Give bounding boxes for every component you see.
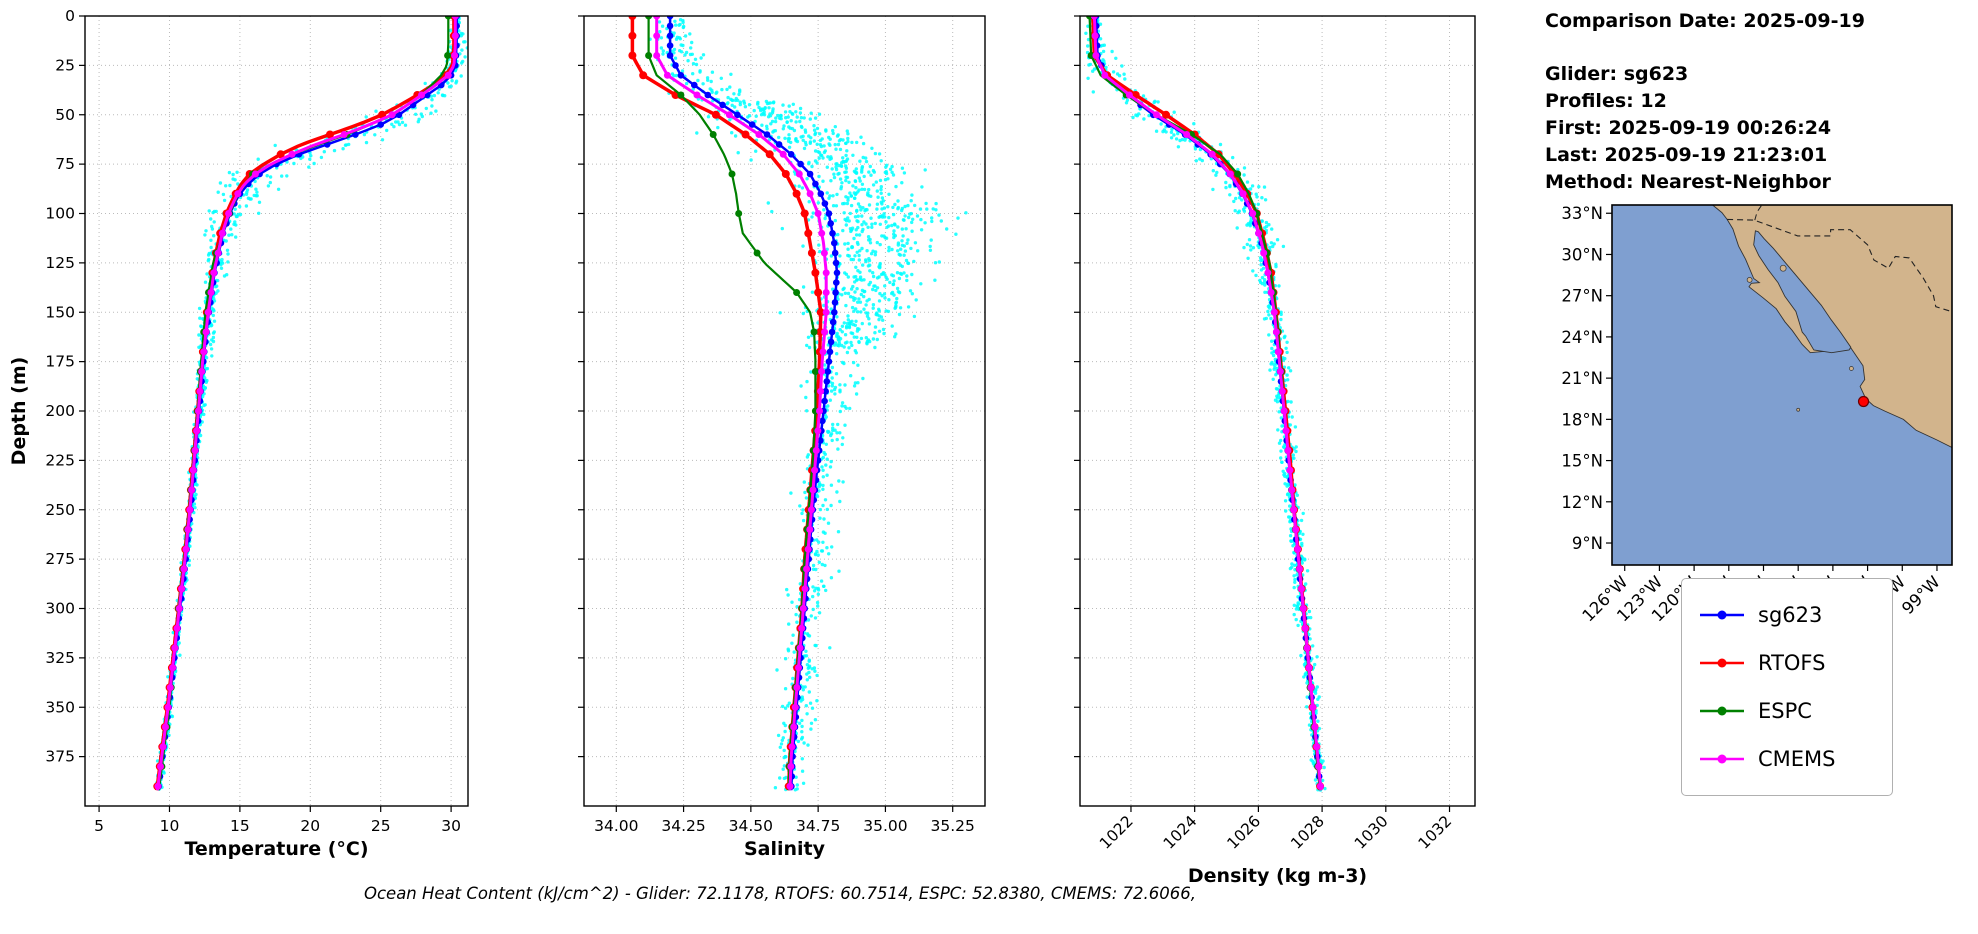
svg-text:35.00: 35.00 — [863, 817, 907, 835]
svg-text:34.75: 34.75 — [796, 817, 840, 835]
map-border-line — [1727, 218, 1952, 313]
svg-text:175: 175 — [45, 353, 75, 371]
legend-label: RTOFS — [1758, 651, 1826, 675]
svg-text:150: 150 — [45, 303, 75, 321]
salinity-line-RTOFS — [630, 16, 823, 791]
svg-text:50: 50 — [55, 106, 75, 124]
legend-item-cmems: CMEMS — [1698, 735, 1876, 783]
salinity-xlabel: Salinity — [744, 838, 826, 860]
svg-text:15°N: 15°N — [1561, 452, 1603, 471]
svg-text:25: 25 — [55, 56, 75, 74]
density-data-area — [1084, 16, 1327, 792]
svg-text:99°W: 99°W — [1898, 572, 1944, 618]
method-text: Method: Nearest-Neighbor — [1545, 171, 1831, 193]
legend-marker-cmems — [1700, 754, 1744, 764]
svg-text:12°N: 12°N — [1561, 493, 1603, 512]
legend-item-rtofs: RTOFS — [1698, 639, 1876, 687]
legend-marker-rtofs — [1700, 658, 1744, 668]
svg-text:1024: 1024 — [1160, 812, 1201, 853]
legend-item-espc: ESPC — [1698, 687, 1876, 735]
plot-temperature: 5 10 15 20 25 3002550751001251501752002252502… — [8, 7, 469, 860]
legend-marker-espc — [1700, 706, 1744, 716]
plot-density: 1022 1024 1026 1028 1030 1032 Density (kg m-3) — [1074, 15, 1476, 887]
svg-text:250: 250 — [45, 501, 75, 519]
density-line-RTOFS — [1090, 16, 1323, 791]
svg-text:30: 30 — [441, 817, 461, 835]
profiles-count-text: Profiles: 12 — [1545, 90, 1667, 112]
density-xlabel: Density (kg m-3) — [1188, 865, 1367, 887]
comparison-date-text: Comparison Date: 2025-09-19 — [1545, 10, 1865, 32]
svg-text:275: 275 — [45, 550, 75, 568]
location-map: 9°N12°N15°N18°N21°N24°N27°N30°N33°N126°W… — [1561, 204, 1953, 625]
glider-name-text: Glider: sg623 — [1545, 63, 1689, 85]
svg-text:18°N: 18°N — [1561, 410, 1603, 429]
legend-label: ESPC — [1758, 699, 1812, 723]
last-profile-text: Last: 2025-09-19 21:23:01 — [1545, 144, 1828, 166]
temperature-data-area — [153, 16, 468, 791]
svg-text:34.50: 34.50 — [729, 817, 773, 835]
legend-label: CMEMS — [1758, 747, 1836, 771]
temperature-xlabel: Temperature (°C) — [184, 838, 368, 860]
info-block: Comparison Date: 2025-09-19 Glider: sg62… — [1545, 8, 1865, 196]
svg-text:1026: 1026 — [1224, 812, 1265, 853]
svg-text:300: 300 — [45, 600, 75, 618]
salinity-line-CMEMS — [655, 16, 828, 791]
plot-salinity: 34.00 34.25 34.50 34.75 35.00 35.25 Salinity — [578, 15, 986, 860]
svg-text:34.25: 34.25 — [661, 817, 705, 835]
svg-text:10: 10 — [160, 817, 180, 835]
svg-text:34.00: 34.00 — [594, 817, 638, 835]
svg-text:33°N: 33°N — [1561, 204, 1603, 223]
ocean-heat-content-caption: Ocean Heat Content (kJ/cm^2) - Glider: 7… — [363, 884, 1197, 903]
svg-text:0: 0 — [65, 7, 75, 25]
map-gulf-of-california — [1753, 230, 1852, 354]
svg-text:375: 375 — [45, 748, 75, 766]
depth-axis-label: Depth (m) — [8, 357, 30, 466]
svg-text:1022: 1022 — [1096, 812, 1137, 853]
svg-text:125: 125 — [45, 254, 75, 272]
density-line-CMEMS — [1092, 16, 1323, 791]
info-gap — [1545, 35, 1865, 61]
svg-text:9°N: 9°N — [1572, 534, 1603, 553]
salinity-data-area — [628, 16, 968, 792]
svg-text:200: 200 — [45, 402, 75, 420]
svg-text:25: 25 — [371, 817, 391, 835]
legend-item-sg623: sg623 — [1698, 591, 1876, 639]
svg-text:1028: 1028 — [1287, 812, 1328, 853]
svg-text:24°N: 24°N — [1561, 328, 1603, 347]
svg-text:27°N: 27°N — [1561, 287, 1603, 306]
svg-text:20: 20 — [300, 817, 320, 835]
svg-text:35.25: 35.25 — [931, 817, 975, 835]
svg-text:1032: 1032 — [1415, 812, 1456, 853]
svg-text:225: 225 — [45, 451, 75, 469]
glider-position-marker — [1857, 395, 1870, 408]
legend-marker-sg623 — [1700, 610, 1744, 620]
temperature-line-CMEMS — [156, 16, 457, 791]
svg-text:30°N: 30°N — [1561, 245, 1603, 264]
svg-text:100: 100 — [45, 205, 75, 223]
first-profile-text: First: 2025-09-19 00:26:24 — [1545, 117, 1832, 139]
svg-text:21°N: 21°N — [1561, 369, 1603, 388]
svg-text:75: 75 — [55, 155, 75, 173]
svg-text:1030: 1030 — [1351, 812, 1392, 853]
legend-label: sg623 — [1758, 603, 1823, 627]
svg-text:350: 350 — [45, 698, 75, 716]
svg-text:15: 15 — [230, 817, 250, 835]
legend: sg623 RTOFS ESPC CMEMS — [1681, 578, 1893, 796]
svg-text:325: 325 — [45, 649, 75, 667]
svg-text:5: 5 — [94, 817, 104, 835]
